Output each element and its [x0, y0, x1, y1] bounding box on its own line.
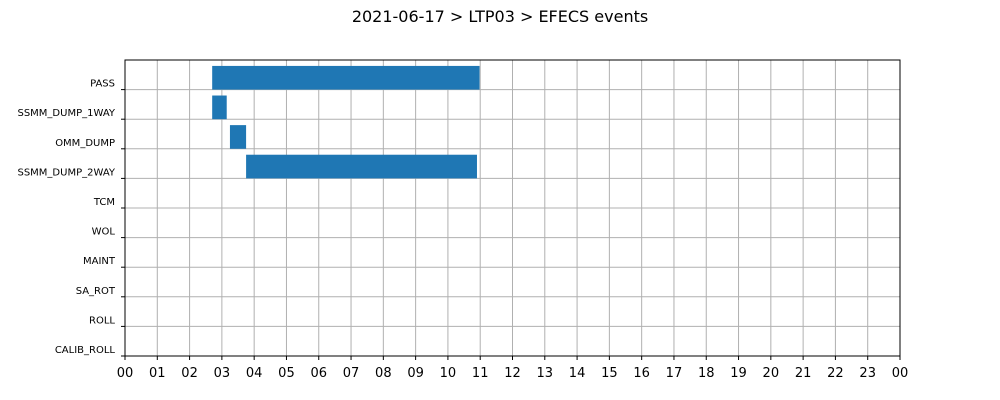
x-tick-label: 10 [440, 366, 457, 381]
x-tick-label: 20 [763, 366, 780, 381]
x-tick-label: 18 [698, 366, 715, 381]
grid-layer [124, 60, 901, 356]
y-category-label: OMM_DUMP [55, 138, 115, 149]
x-tick-label: 12 [504, 366, 521, 381]
x-tick-label: 05 [278, 366, 295, 381]
x-tick-label: 23 [859, 366, 876, 381]
event-bar-pass [212, 65, 480, 90]
chart-title: 2021-06-17 > LTP03 > EFECS events [352, 7, 648, 26]
x-tick-label: 04 [246, 366, 263, 381]
event-bar-omm-dump [229, 125, 247, 149]
x-axis: 00 01 02 03 04 05 06 07 08 09 10 11 12 13 14 15 16 17 18 19… [117, 356, 909, 381]
y-category-label: SA_ROT [76, 286, 116, 297]
x-tick-label: 14 [569, 366, 586, 381]
x-tick-label: 02 [181, 366, 198, 381]
x-tick-label: 09 [407, 366, 424, 381]
y-category-label: MAINT [83, 256, 116, 267]
x-tick-label: 07 [343, 366, 360, 381]
event-bar-ssmm-dump-1way [212, 95, 227, 120]
y-axis: PASS SSMM_DUMP_1WAY OMM_DUMP SSMM_DUMP_2WAY… [17, 79, 125, 357]
x-tick-label: 17 [666, 366, 683, 381]
y-category-label: SSMM_DUMP_1WAY [17, 108, 115, 119]
y-category-label: PASS [90, 79, 115, 90]
x-tick-label: 19 [730, 366, 747, 381]
y-category-label: TCM [93, 197, 115, 208]
event-bar-ssmm-dump-2way [246, 154, 477, 179]
x-tick-label: 00 [117, 366, 134, 381]
y-category-label: SSMM_DUMP_2WAY [17, 167, 115, 178]
bars-layer [212, 65, 480, 179]
y-category-label: WOL [92, 227, 116, 238]
y-category-label: ROLL [89, 315, 115, 326]
x-tick-label: 21 [795, 366, 812, 381]
x-tick-label: 11 [472, 366, 489, 381]
x-tick-label: 22 [827, 366, 844, 381]
x-tick-label: 01 [149, 366, 166, 381]
y-category-label: CALIB_ROLL [55, 345, 116, 356]
x-tick-label: 15 [601, 366, 618, 381]
x-tick-label: 06 [310, 366, 327, 381]
x-tick-label: 13 [537, 366, 554, 381]
x-tick-label: 08 [375, 366, 392, 381]
x-tick-label: 03 [214, 366, 231, 381]
x-tick-label: 00 [892, 366, 909, 381]
x-tick-label: 16 [633, 366, 650, 381]
